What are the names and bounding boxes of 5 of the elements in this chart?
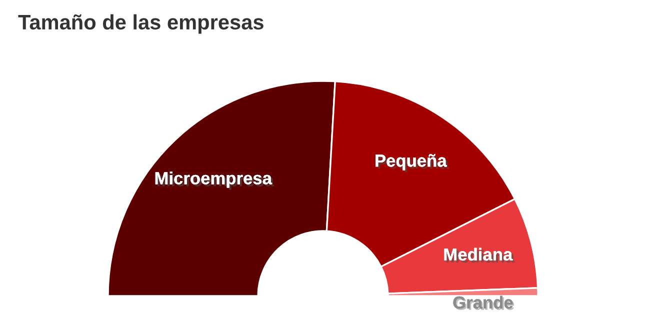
slice-label: Grande <box>453 296 514 310</box>
slice-label: Pequeña <box>376 154 450 172</box>
slice-label: Mediana <box>444 248 515 263</box>
slice-label: Microempresa <box>155 172 274 190</box>
chart-title: Tamaño de las empresas <box>18 14 264 34</box>
